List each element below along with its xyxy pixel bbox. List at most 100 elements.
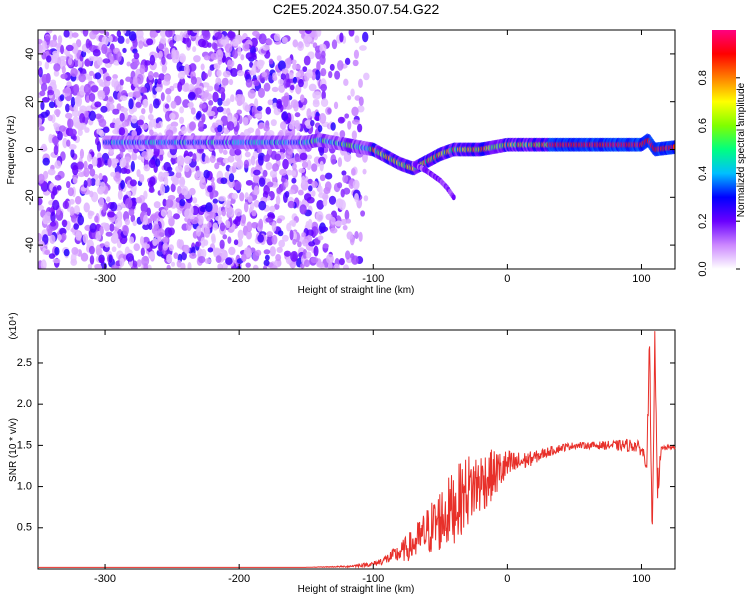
noise-cell xyxy=(89,255,95,265)
noise-cell xyxy=(261,71,268,78)
noise-cell xyxy=(305,30,312,34)
noise-cell xyxy=(126,61,131,67)
noise-cell xyxy=(329,227,338,234)
noise-cell xyxy=(319,174,326,182)
noise-cell xyxy=(213,62,221,70)
noise-cell xyxy=(270,119,277,127)
noise-cell xyxy=(224,171,231,179)
noise-cell xyxy=(267,211,275,219)
snr-frame xyxy=(37,329,676,570)
noise-cell xyxy=(278,84,286,93)
noise-cell xyxy=(74,195,82,205)
noise-cell xyxy=(169,112,176,120)
noise-cell xyxy=(224,43,233,53)
noise-cell xyxy=(83,167,90,178)
noise-cell xyxy=(136,119,144,126)
noise-cell xyxy=(250,155,256,166)
noise-cell xyxy=(41,73,49,84)
snr-y-axis-label: SNR (10 * v/v) xyxy=(8,418,19,482)
noise-cell xyxy=(147,264,152,269)
noise-cell xyxy=(155,86,163,93)
noise-cell xyxy=(52,199,60,211)
noise-cell xyxy=(75,231,82,241)
noise-cell xyxy=(225,199,231,209)
noise-cell xyxy=(231,192,239,200)
chart-title: C2E5.2024.350.07.54.G22 xyxy=(273,1,440,17)
noise-cell xyxy=(315,211,324,222)
noise-cell xyxy=(69,206,75,217)
noise-cell xyxy=(199,103,207,109)
noise-cell xyxy=(363,72,370,81)
noise-cell xyxy=(179,198,186,207)
noise-cell xyxy=(295,122,301,131)
noise-cell xyxy=(197,38,206,48)
noise-cell xyxy=(266,231,274,237)
noise-cell xyxy=(222,234,228,240)
noise-cell xyxy=(180,126,187,135)
noise-cell xyxy=(229,148,236,157)
noise-cell xyxy=(102,58,111,64)
noise-cell xyxy=(219,239,225,249)
noise-cell xyxy=(245,52,254,60)
noise-cell xyxy=(65,180,71,189)
noise-cell xyxy=(59,94,65,102)
noise-cell xyxy=(173,252,179,260)
noise-cell xyxy=(269,246,276,257)
noise-cell xyxy=(281,36,288,44)
noise-cell xyxy=(67,187,75,197)
noise-cell xyxy=(264,254,270,261)
noise-cell xyxy=(281,111,289,122)
noise-cell xyxy=(277,60,286,71)
noise-cell xyxy=(155,30,161,34)
noise-cell xyxy=(160,92,165,102)
noise-cell xyxy=(102,202,107,214)
noise-cell xyxy=(273,107,281,116)
noise-cell xyxy=(167,195,176,201)
noise-cell xyxy=(119,151,124,158)
noise-cell xyxy=(161,65,167,74)
noise-cell xyxy=(272,72,277,79)
noise-cell xyxy=(128,236,135,244)
noise-cell xyxy=(251,52,257,58)
noise-cell xyxy=(204,155,209,164)
noise-cell xyxy=(54,246,60,256)
colorbar-tick-label: 0.8 xyxy=(697,70,709,85)
noise-cell xyxy=(106,196,111,203)
noise-cell xyxy=(209,64,215,71)
noise-cell xyxy=(84,127,90,133)
noise-cell xyxy=(217,97,223,106)
noise-cell xyxy=(225,220,231,229)
noise-cell xyxy=(63,248,70,257)
noise-cell xyxy=(190,107,196,115)
noise-cell xyxy=(321,50,326,59)
noise-cell xyxy=(262,169,268,178)
noise-cell xyxy=(71,32,79,38)
noise-cell xyxy=(38,173,45,184)
noise-cell xyxy=(284,58,292,69)
noise-cell xyxy=(354,35,360,44)
noise-cell xyxy=(119,95,128,101)
noise-cell xyxy=(133,60,140,67)
noise-cell xyxy=(297,189,304,196)
noise-cell xyxy=(227,31,236,39)
noise-cell xyxy=(200,63,205,71)
noise-cell xyxy=(152,237,158,247)
noise-cell xyxy=(73,223,80,230)
noise-cell xyxy=(216,106,224,113)
noise-cell xyxy=(252,251,260,262)
noise-cell xyxy=(67,118,74,129)
snr-x-tick-label: -200 xyxy=(228,573,250,585)
noise-cell xyxy=(125,253,134,262)
noise-cell xyxy=(244,192,249,200)
noise-cell xyxy=(357,105,365,113)
noise-cell xyxy=(241,253,247,262)
noise-cell xyxy=(133,52,140,60)
noise-cell xyxy=(190,76,197,85)
noise-cell xyxy=(163,161,171,172)
noise-cell xyxy=(50,221,57,227)
noise-cell xyxy=(344,57,351,66)
noise-cell xyxy=(47,114,53,122)
noise-cell xyxy=(258,218,264,230)
noise-cell xyxy=(363,195,369,202)
noise-cell xyxy=(65,44,74,52)
